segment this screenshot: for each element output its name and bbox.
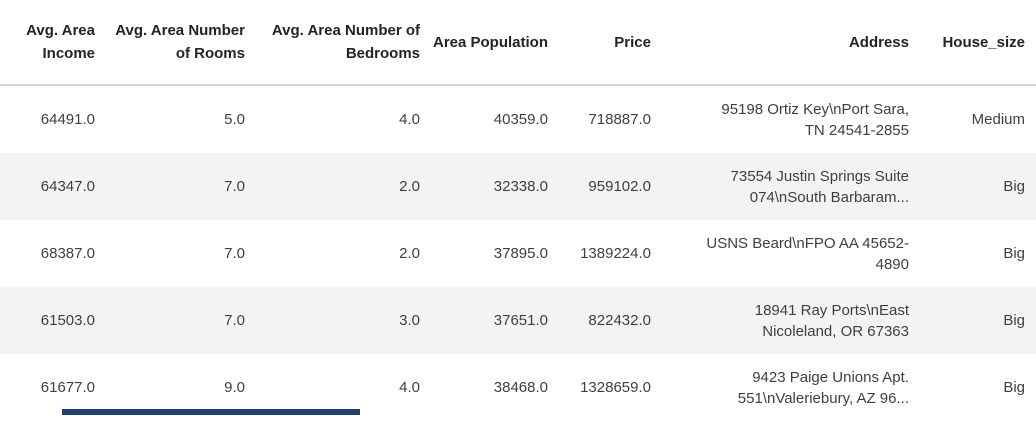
column-header-label: Avg. Area Income [26,22,95,62]
address-text: 18941 Ray Ports\nEast Nicoleland, OR 673… [754,301,909,340]
cell-rooms: 7.0 [224,178,245,195]
column-header-area-population[interactable]: Area Population [422,0,550,85]
column-header-label: Address [848,33,909,51]
cell-price: 718887.0 [588,111,651,128]
cell-avg-area-income: 61503.0 [40,312,95,329]
cell-avg-area-income: 68387.0 [40,245,95,262]
cell-price: 1328659.0 [580,379,651,396]
cell-house-size: Big [1003,178,1025,195]
horizontal-scrollbar-thumb[interactable] [62,409,360,415]
cell-address: USNS Beard\nFPO AA 45652-4890 [653,220,911,287]
cell-address: 18941 Ray Ports\nEast Nicoleland, OR 673… [653,287,911,354]
cell-address: 9423 Paige Unions Apt. 551\nValeriebury,… [653,354,911,421]
table-row: 68387.0 7.0 2.0 37895.0 1389224.0 USNS B… [0,220,1036,287]
table-row: 64491.0 5.0 4.0 40359.0 718887.0 95198 O… [0,85,1036,153]
cell-avg-area-income: 61677.0 [40,379,95,396]
cell-population: 40359.0 [493,111,548,128]
cell-rooms: 9.0 [224,379,245,396]
column-header-label: Area Population [432,33,548,51]
cell-price: 959102.0 [588,178,651,195]
column-header-label: House_size [942,33,1025,51]
column-header-price[interactable]: Price [550,0,653,85]
cell-avg-area-income: 64347.0 [40,178,95,195]
cell-population: 32338.0 [493,178,548,195]
cell-house-size: Big [1003,245,1025,262]
address-text: 73554 Justin Springs Suite 074\nSouth Ba… [730,167,909,206]
cell-address: 95198 Ortiz Key\nPort Sara, TN 24541-285… [653,85,911,153]
address-text: 95198 Ortiz Key\nPort Sara, TN 24541-285… [721,100,909,139]
column-header-avg-area-number-of-bedrooms[interactable]: Avg. Area Number of Bedrooms [247,0,422,85]
table-row: 61677.0 9.0 4.0 38468.0 1328659.0 9423 P… [0,354,1036,421]
column-header-house-size[interactable]: House_size [911,0,1036,85]
cell-house-size: Big [1003,379,1025,396]
address-text: 9423 Paige Unions Apt. 551\nValeriebury,… [737,368,909,407]
table-row: 64347.0 7.0 2.0 32338.0 959102.0 73554 J… [0,153,1036,220]
column-header-label: Avg. Area Number of Bedrooms [271,22,420,62]
cell-price: 1389224.0 [580,245,651,262]
cell-population: 37895.0 [493,245,548,262]
cell-population: 38468.0 [493,379,548,396]
header-row: Avg. Area Income Avg. Area Number of Roo… [0,0,1036,85]
column-header-avg-area-income[interactable]: Avg. Area Income [0,0,97,85]
cell-rooms: 5.0 [224,111,245,128]
address-text: USNS Beard\nFPO AA 45652-4890 [706,234,909,273]
table-row: 61503.0 7.0 3.0 37651.0 822432.0 18941 R… [0,287,1036,354]
cell-house-size: Medium [971,111,1025,128]
column-header-label: Avg. Area Number of Rooms [115,22,245,62]
column-header-label: Price [614,33,651,51]
cell-avg-area-income: 64491.0 [40,111,95,128]
cell-rooms: 7.0 [224,312,245,329]
cell-bedrooms: 2.0 [399,245,420,262]
cell-bedrooms: 3.0 [399,312,420,329]
cell-price: 822432.0 [588,312,651,329]
cell-bedrooms: 4.0 [399,379,420,396]
cell-rooms: 7.0 [224,245,245,262]
column-header-address[interactable]: Address [653,0,911,85]
cell-population: 37651.0 [493,312,548,329]
cell-house-size: Big [1003,312,1025,329]
cell-bedrooms: 2.0 [399,178,420,195]
cell-address: 73554 Justin Springs Suite 074\nSouth Ba… [653,153,911,220]
cell-bedrooms: 4.0 [399,111,420,128]
column-header-avg-area-number-of-rooms[interactable]: Avg. Area Number of Rooms [97,0,247,85]
